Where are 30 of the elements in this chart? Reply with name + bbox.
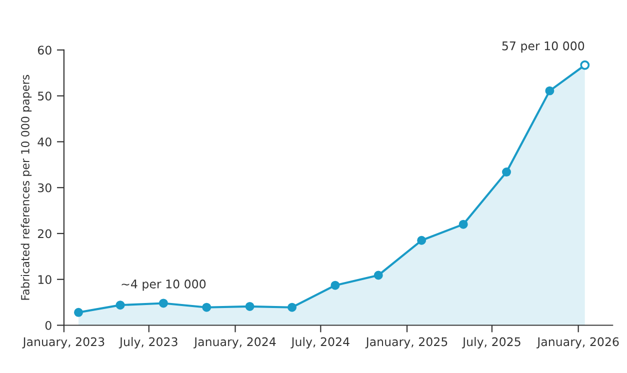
annotation: ~4 per 10 000 (122, 280, 206, 291)
x-tick-label: July, 2024 (290, 337, 350, 348)
point (202, 302, 212, 312)
y-tick-label: 40 (38, 137, 52, 146)
point (502, 168, 512, 177)
point (580, 60, 590, 70)
point (374, 270, 383, 280)
y-tick-label: 60 (38, 46, 52, 55)
point (545, 86, 554, 96)
y-tick-label: 30 (38, 183, 52, 192)
x-tick-label: July, 2025 (462, 337, 520, 348)
y-axis-title: Fabricated references per 10 000 papers (20, 74, 32, 300)
point (458, 220, 468, 229)
y-tick-label: 20 (38, 229, 52, 238)
x-tick-label: July, 2023 (118, 337, 178, 348)
point (330, 280, 340, 290)
point (288, 302, 297, 312)
x-tick-label: January, 2024 (193, 337, 276, 348)
y-tick-label: 50 (38, 92, 52, 101)
point (417, 236, 426, 245)
x-tick-label: January, 2025 (365, 337, 448, 348)
x-tick-label: January, 2023 (22, 337, 104, 348)
point (116, 300, 125, 310)
annotation: 57 per 10 000 (502, 41, 584, 53)
x-tick-label: January, 2026 (536, 337, 619, 348)
point (74, 308, 83, 317)
point (158, 298, 168, 308)
point (245, 302, 254, 311)
y-tick-label: 0 (45, 320, 52, 330)
y-tick-label: 10 (38, 275, 52, 284)
